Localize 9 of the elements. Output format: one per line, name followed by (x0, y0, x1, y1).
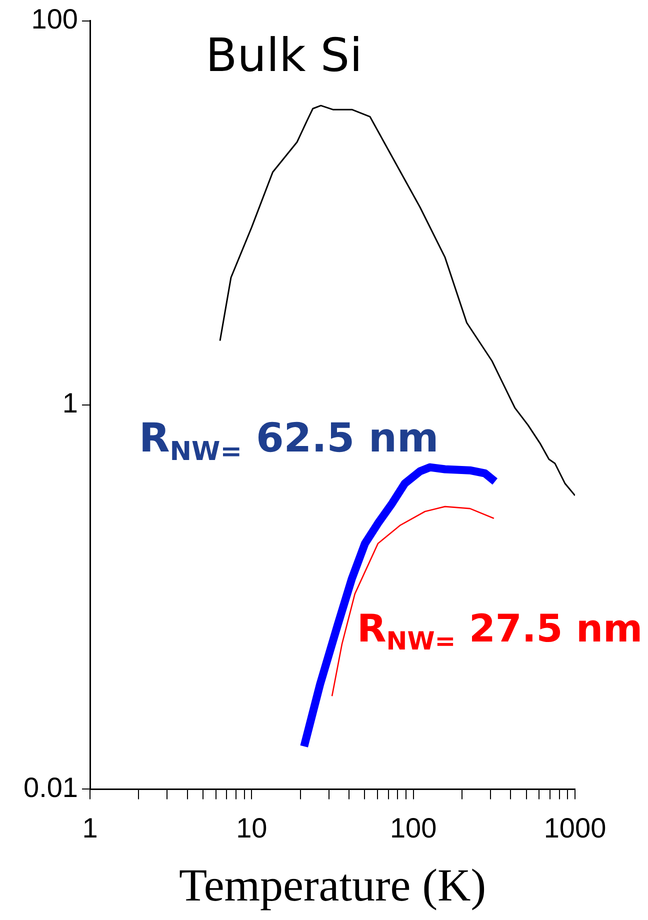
y-tick-label: 0.01 (24, 772, 78, 803)
x-tick-label: 100 (390, 812, 437, 844)
x-tick-label: 1000 (544, 812, 606, 844)
annotation: Bulk Si (206, 28, 362, 82)
x-tick-label: 10 (236, 812, 268, 844)
y-tick-label: 100 (31, 4, 78, 35)
y-tick-label: 1 (62, 388, 78, 419)
x-axis-title: Temperature (K) (178, 859, 486, 910)
x-tick-label: 1 (82, 812, 98, 844)
